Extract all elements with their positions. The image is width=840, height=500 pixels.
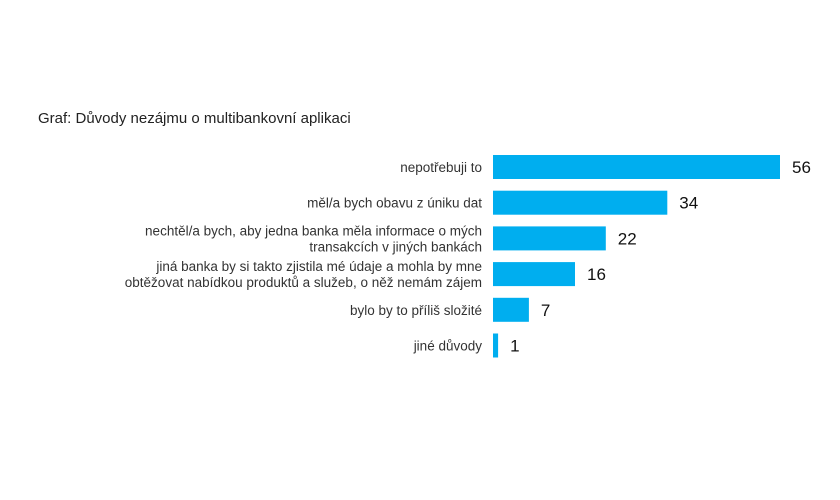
category-label-line: obtěžovat nabídkou produktů a služeb, o … [125, 275, 482, 290]
category-label: jiné důvody [413, 339, 483, 354]
bar-row: 56 nepotřebuji to [400, 155, 811, 179]
data-label: 22 [618, 229, 637, 248]
bar-row: 7 bylo by to příliš složité [350, 297, 550, 322]
category-label-line: bylo by to příliš složité [350, 303, 482, 318]
bars-layer: 56 nepotřebuji to 34 měl/a bych obavu z úni… [125, 155, 811, 358]
bar [493, 190, 668, 215]
bar [493, 297, 529, 322]
category-label: nechtěl/a bych, aby jedna banka měla inf… [145, 223, 482, 254]
category-label-line: jiné důvody [413, 339, 483, 354]
chart-title: Graf: Důvody nezájmu o multibankovní apl… [38, 110, 351, 127]
bar-row: 22 nechtěl/a bych, aby jedna banka měla i… [145, 223, 637, 254]
bar [493, 333, 499, 358]
category-label-line: měl/a bych obavu z úniku dat [307, 196, 482, 211]
category-label: měl/a bych obavu z úniku dat [307, 196, 482, 211]
data-label: 34 [679, 194, 698, 213]
bar [493, 155, 780, 179]
bar-row: 1 jiné důvody [413, 333, 520, 358]
data-label: 1 [510, 337, 519, 356]
category-label: bylo by to příliš složité [350, 303, 482, 318]
category-label-line: nechtěl/a bych, aby jedna banka měla inf… [145, 223, 482, 238]
data-label: 56 [792, 158, 811, 177]
category-label-line: nepotřebuji to [400, 160, 482, 175]
category-label: nepotřebuji to [400, 160, 482, 175]
bar [493, 262, 575, 287]
bar [493, 226, 606, 251]
category-label-line: jiná banka by si takto zjistila mé údaje… [155, 259, 482, 274]
category-label: jiná banka by si takto zjistila mé údaje… [125, 259, 482, 290]
bar-row: 34 měl/a bych obavu z úniku dat [307, 190, 698, 215]
bar-row: 16 jiná banka by si takto zjistila mé úda… [125, 259, 606, 290]
category-label-line: transakcích v jiných bankách [309, 239, 482, 254]
data-label: 7 [541, 301, 550, 320]
data-label: 16 [587, 265, 606, 284]
